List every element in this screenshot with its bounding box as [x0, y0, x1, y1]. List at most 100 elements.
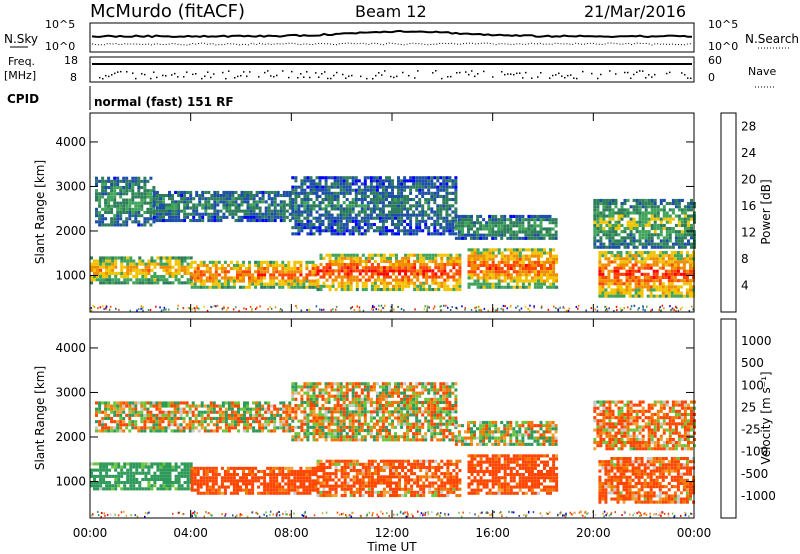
- data-cell: [316, 462, 320, 466]
- data-cell: [165, 219, 168, 223]
- data-cell: [159, 194, 162, 198]
- data-cell: [494, 270, 498, 274]
- data-cell: [445, 216, 449, 220]
- data-cell: [95, 198, 98, 202]
- data-cell: [625, 269, 629, 273]
- data-cell: [105, 487, 109, 491]
- data-cell: [400, 223, 404, 227]
- power-data: [90, 176, 696, 312]
- data-cell: [309, 185, 313, 189]
- data-cell: [500, 227, 504, 231]
- data-cell: [401, 281, 405, 285]
- data-cell: [229, 473, 233, 477]
- data-cell: [632, 208, 636, 212]
- data-cell: [653, 223, 657, 227]
- data-cell: [381, 213, 385, 217]
- data-cell: [141, 465, 145, 469]
- data-cell: [605, 245, 609, 249]
- data-cell: [641, 202, 645, 206]
- data-cell: [555, 257, 559, 261]
- data-cell: [336, 185, 340, 189]
- data-cell: [334, 275, 338, 279]
- data-cell: [627, 306, 629, 309]
- data-cell: [464, 307, 467, 309]
- data-cell: [339, 213, 343, 217]
- data-cell: [419, 288, 423, 292]
- data-cell: [126, 268, 130, 272]
- data-cell: [389, 256, 392, 260]
- data-cell: [620, 242, 624, 246]
- data-cell: [533, 230, 537, 234]
- data-cell: [596, 227, 600, 231]
- data-cell: [485, 273, 489, 277]
- data-cell: [524, 236, 528, 240]
- data-cell: [668, 220, 672, 224]
- data-cell: [521, 218, 525, 222]
- data-cell: [196, 285, 200, 289]
- data-cell: [605, 202, 609, 206]
- data-cell: [476, 233, 480, 237]
- data-cell: [331, 263, 335, 267]
- data-cell: [260, 273, 264, 277]
- data-cell: [171, 215, 174, 219]
- data-cell: [319, 256, 323, 260]
- data-cell: [452, 266, 456, 270]
- data-cell: [346, 472, 350, 476]
- data-cell: [458, 275, 462, 279]
- data-cell: [494, 224, 498, 228]
- data-cell: [98, 210, 102, 214]
- data-cell: [662, 217, 666, 221]
- data-cell: [470, 309, 473, 311]
- data-cell: [650, 239, 654, 243]
- data-cell: [272, 267, 276, 271]
- data-cell: [440, 309, 443, 312]
- data-cell: [243, 194, 247, 198]
- data-cell: [101, 176, 105, 180]
- nave-dot: [639, 70, 641, 72]
- data-cell: [254, 279, 258, 283]
- data-cell: [202, 282, 206, 286]
- data-cell: [458, 263, 462, 267]
- data-cell: [237, 206, 241, 210]
- data-cell: [125, 201, 129, 205]
- data-cell: [485, 251, 489, 255]
- data-cell: [352, 484, 356, 488]
- data-cell: [325, 465, 329, 469]
- power-colorbar-tick: 8: [741, 252, 749, 266]
- data-cell: [620, 309, 622, 312]
- data-cell: [351, 182, 355, 186]
- data-cell: [137, 182, 141, 186]
- data-cell: [101, 305, 104, 308]
- data-cell: [243, 307, 245, 310]
- data-cell: [400, 198, 404, 202]
- data-cell: [512, 236, 516, 240]
- data-cell: [174, 468, 178, 472]
- data-cell: [540, 267, 543, 271]
- data-cell: [653, 202, 657, 206]
- data-cell: [281, 285, 285, 289]
- data-cell: [608, 242, 612, 246]
- data-cell: [608, 223, 612, 227]
- data-cell: [436, 194, 440, 198]
- data-cell: [168, 268, 172, 272]
- data-cell: [506, 282, 510, 286]
- data-cell: [285, 194, 289, 198]
- data-cell: [410, 263, 414, 267]
- data-cell: [361, 266, 365, 270]
- data-cell: [144, 462, 148, 466]
- data-cell: [348, 201, 352, 205]
- data-cell: [147, 262, 151, 266]
- data-cell: [340, 484, 344, 488]
- data-cell: [245, 488, 248, 492]
- data-cell: [440, 281, 444, 285]
- data-cell: [342, 210, 346, 214]
- data-cell: [150, 487, 154, 491]
- data-cell: [602, 227, 606, 231]
- data-cell: [483, 307, 486, 310]
- data-cell: [605, 233, 609, 237]
- data-cell: [358, 487, 362, 491]
- data-cell: [321, 198, 325, 202]
- data-cell: [392, 253, 395, 257]
- data-cell: [418, 198, 422, 202]
- data-cell: [542, 214, 546, 218]
